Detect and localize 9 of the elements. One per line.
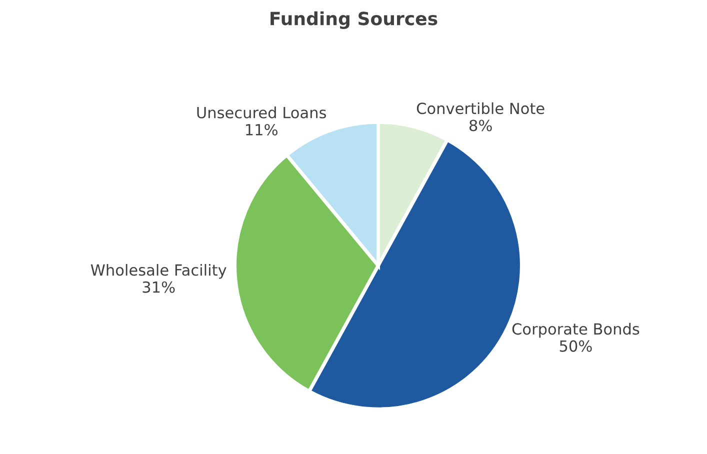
- data-label: 31%: [142, 281, 175, 293]
- slice-label: Corporate Bonds: [512, 322, 640, 338]
- data-label: 50%: [560, 340, 592, 352]
- slice-label: Unsecured Loans: [197, 106, 326, 118]
- slice-label: Wholesale Facility: [90, 264, 226, 279]
- data-label: 8%: [469, 120, 492, 132]
- data-label: 11%: [246, 124, 278, 136]
- chart-title: Funding Sources: [270, 11, 438, 29]
- slice-label: Convertible Note: [416, 102, 544, 114]
